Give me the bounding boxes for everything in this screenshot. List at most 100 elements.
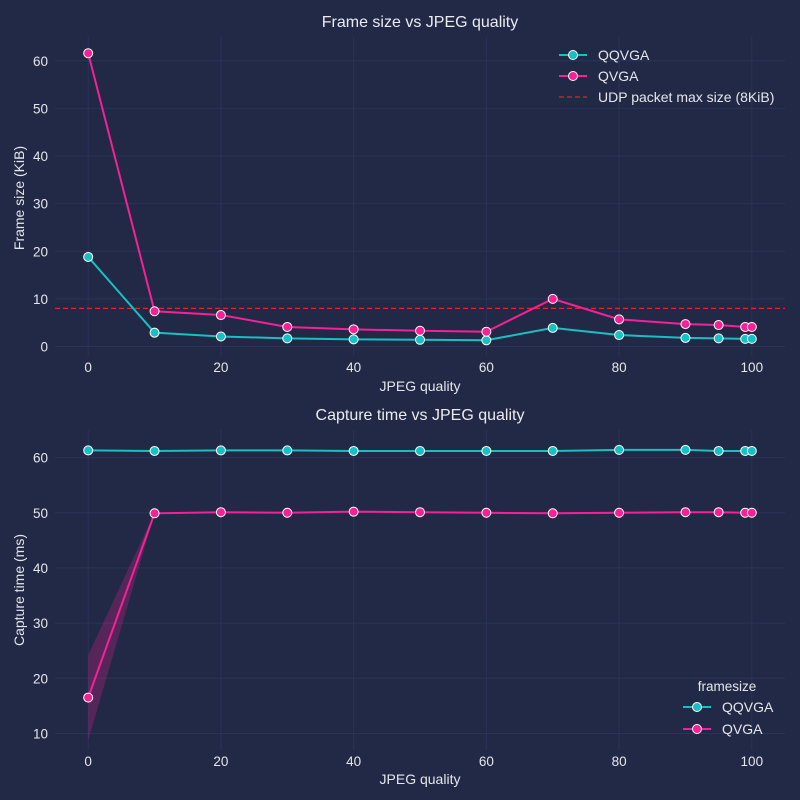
data-point [614, 507, 625, 518]
y-axis-label: Capture time (ms) [11, 534, 27, 646]
data-point [415, 325, 425, 336]
legend-label-udp: UDP packet max size (8KiB) [598, 89, 774, 105]
y-tick-label: 40 [33, 149, 48, 164]
x-tick-label: 0 [84, 360, 92, 375]
x-axis-label: JPEG quality [380, 771, 461, 787]
data-point [680, 332, 691, 343]
data-point [746, 321, 757, 332]
x-tick-label: 60 [479, 754, 494, 769]
data-point [149, 508, 160, 519]
data-point [680, 507, 691, 518]
legend-label-qqvga: QQVGA [598, 47, 650, 63]
data-point [746, 507, 757, 518]
y-tick-label: 60 [33, 451, 48, 466]
legend-bottom: framesize QQVGA QVGA [683, 679, 774, 737]
legend-label-qqvga: QQVGA [722, 699, 774, 715]
data-point [713, 507, 724, 518]
legend-title: framesize [698, 679, 757, 694]
chart-frame-size: Frame size vs JPEG quality 0 20 40 60 80 100 0… [11, 14, 785, 394]
data-point [614, 314, 625, 325]
data-point [481, 326, 492, 337]
data-point [415, 507, 425, 518]
data-point [282, 321, 293, 332]
data-point [547, 322, 558, 333]
data-point [149, 306, 160, 317]
data-point [348, 324, 359, 335]
series-qqvga [83, 251, 757, 346]
legend-label-qvga: QVGA [722, 721, 763, 737]
legend-marker-qqvga [692, 702, 702, 712]
data-point [746, 445, 757, 456]
series-qvga [83, 48, 757, 337]
data-point [149, 327, 160, 338]
x-tick-label: 40 [346, 754, 361, 769]
data-point [481, 445, 492, 456]
legend-top: QQVGA QVGA UDP packet max size (8KiB) [559, 47, 774, 105]
data-point [83, 251, 94, 262]
y-tick-label: 20 [33, 244, 48, 259]
y-tick-label: 30 [33, 616, 48, 631]
data-point [282, 333, 293, 344]
y-tick-label: 20 [33, 671, 48, 686]
data-point [614, 330, 625, 341]
data-point [415, 445, 425, 456]
data-point [746, 333, 757, 344]
data-point [481, 335, 492, 346]
x-tick-label: 20 [213, 360, 228, 375]
y-tick-label: 50 [33, 101, 48, 116]
chart-title: Capture time vs JPEG quality [316, 407, 525, 424]
series-layer-top [83, 48, 757, 346]
data-point [282, 445, 293, 456]
data-point [149, 445, 160, 456]
legend-marker-qvga [692, 724, 702, 734]
data-point [415, 334, 425, 345]
x-tick-label: 40 [346, 360, 361, 375]
data-point [83, 445, 94, 456]
y-tick-label: 0 [40, 339, 48, 354]
data-point [481, 507, 492, 518]
data-point [83, 692, 94, 703]
legend-marker-qvga [568, 71, 578, 81]
series-qqvga [83, 444, 757, 456]
chart-capture-time: Capture time vs JPEG quality 0 20 40 60 80 10… [11, 407, 785, 787]
data-point [215, 445, 226, 456]
data-point [713, 320, 724, 331]
y-tick-label: 60 [33, 54, 48, 69]
data-point [614, 444, 625, 455]
data-point [547, 445, 558, 456]
x-tick-label: 0 [84, 754, 92, 769]
data-point [348, 506, 359, 517]
y-tick-label: 50 [33, 506, 48, 521]
legend-label-qvga: QVGA [598, 68, 639, 84]
chart-title: Frame size vs JPEG quality [322, 14, 519, 31]
x-tick-label: 100 [741, 754, 764, 769]
data-point [680, 319, 691, 330]
data-point [547, 293, 558, 304]
grid-top [55, 37, 785, 356]
series-layer-bottom [83, 444, 757, 741]
y-axis-label: Frame size (KiB) [11, 146, 27, 250]
ticks-bottom: 0 20 40 60 80 100 10 20 30 40 50 60 [33, 451, 763, 769]
data-point [215, 310, 226, 321]
data-point [215, 507, 226, 518]
data-point [713, 445, 724, 456]
y-tick-label: 30 [33, 197, 48, 212]
x-axis-label: JPEG quality [380, 378, 461, 394]
data-point [348, 334, 359, 345]
x-tick-label: 100 [741, 360, 764, 375]
y-tick-label: 40 [33, 561, 48, 576]
x-tick-label: 80 [612, 754, 627, 769]
y-tick-label: 10 [33, 292, 48, 307]
data-point [713, 333, 724, 344]
data-point [680, 444, 691, 455]
x-tick-label: 80 [612, 360, 627, 375]
data-point [547, 508, 558, 519]
x-tick-label: 20 [213, 754, 228, 769]
data-point [215, 331, 226, 342]
legend-marker-qqvga [568, 50, 578, 60]
series-qvga [83, 506, 757, 741]
x-tick-label: 60 [479, 360, 494, 375]
data-point [83, 48, 94, 59]
